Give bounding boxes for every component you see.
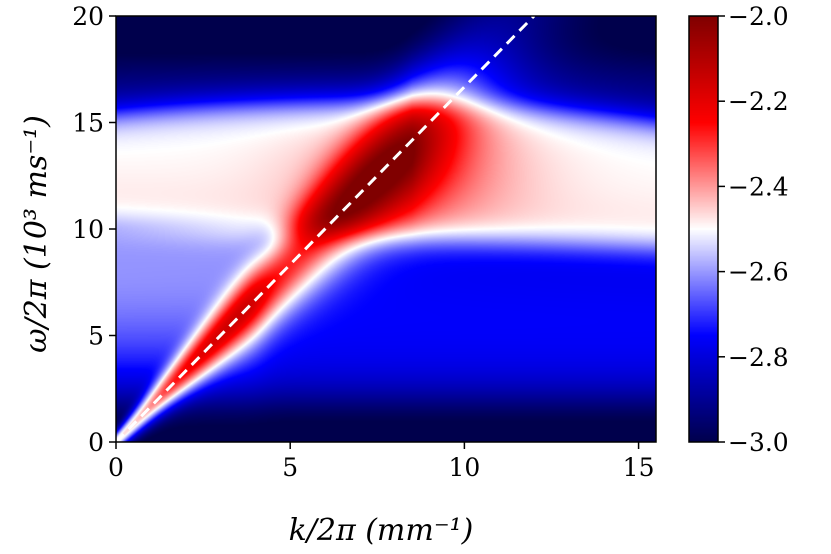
colorbar-tick-label: −2.6 bbox=[728, 258, 789, 287]
y-tick-label: 5 bbox=[88, 322, 104, 351]
x-tick-label: 0 bbox=[108, 453, 124, 482]
x-tick-label: 5 bbox=[282, 453, 298, 482]
y-tick-label: 20 bbox=[72, 2, 104, 31]
colorbar-tick-label: −2.0 bbox=[728, 2, 789, 31]
dispersion-dashed-line bbox=[114, 14, 536, 444]
colorbar bbox=[689, 16, 718, 442]
colorbar-frame bbox=[688, 15, 719, 443]
heatmap-plot-area bbox=[116, 16, 656, 442]
colorbar-tick-label: −2.4 bbox=[728, 172, 789, 201]
x-axis-label: k/2π (mm⁻¹) bbox=[289, 513, 474, 548]
y-tick-label: 10 bbox=[72, 215, 104, 244]
y-axis-label: ω/2π (10³ ms⁻¹) bbox=[19, 115, 54, 353]
x-tick-label: 10 bbox=[448, 453, 480, 482]
y-tick-label: 15 bbox=[72, 109, 104, 138]
plot-frame bbox=[115, 15, 657, 443]
y-tick-label: 0 bbox=[88, 428, 104, 457]
colorbar-tick-label: −2.2 bbox=[728, 87, 789, 116]
colorbar-tick-label: −2.8 bbox=[728, 343, 789, 372]
x-tick-label: 15 bbox=[623, 453, 655, 482]
colorbar-tick-label: −3.0 bbox=[728, 428, 789, 457]
